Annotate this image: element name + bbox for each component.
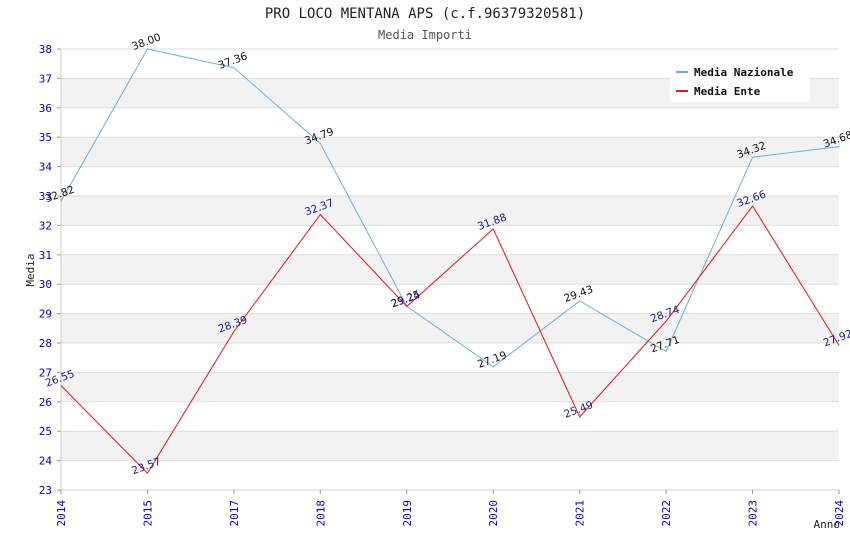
y-tick-label: 32 [39, 219, 52, 232]
grid-band [61, 431, 839, 461]
y-tick-label: 31 [39, 249, 52, 262]
y-tick-label: 37 [39, 72, 52, 85]
data-label: 27.19 [476, 349, 508, 371]
y-tick-label: 26 [39, 396, 52, 409]
legend-label: Media Ente [694, 85, 761, 98]
data-label: 25.49 [562, 399, 594, 421]
y-axis-label: Media [24, 253, 37, 286]
grid-band [61, 137, 839, 167]
grid-bands [61, 78, 839, 461]
chart-subtitle: Media Importi [378, 28, 472, 42]
x-tick-label: 2014 [55, 500, 68, 527]
data-label: 37.36 [217, 50, 250, 72]
y-tick-label: 38 [39, 43, 52, 56]
x-tick-label: 2018 [314, 500, 327, 527]
x-tick-label: 2015 [141, 500, 154, 527]
y-tick-label: 27 [39, 366, 52, 379]
y-tick-label: 24 [39, 455, 53, 468]
x-tick-label: 2023 [747, 500, 760, 527]
y-tick-labels: 23 24 25 26 27 28 29 30 31 32 33 34 35 36 37 38 [39, 43, 53, 497]
series-line-media-ente [60, 205, 840, 475]
series-line-media-nazionale [60, 48, 840, 368]
y-tick-label: 35 [39, 131, 52, 144]
y-tick-label: 23 [39, 484, 52, 497]
y-tick-label: 28 [39, 337, 52, 350]
x-axis-label: Anno [814, 518, 841, 531]
y-tick-label: 30 [39, 278, 52, 291]
y-tick-label: 34 [39, 161, 53, 174]
x-tick-label: 2020 [487, 500, 500, 527]
grid-band [61, 196, 839, 226]
legend: Media Nazionale Media Ente [670, 60, 810, 102]
legend-box [670, 60, 810, 102]
axes [60, 49, 839, 491]
y-tick-label: 29 [39, 308, 52, 321]
x-tick-label: 2017 [228, 500, 241, 527]
x-tick-label: 2019 [401, 500, 414, 527]
y-tick-label: 25 [39, 425, 52, 438]
x-tick-label: 2021 [574, 500, 587, 527]
grid-band [61, 372, 839, 402]
grid-band [61, 313, 839, 343]
legend-label: Media Nazionale [694, 66, 794, 79]
x-tick-label: 2022 [660, 500, 673, 527]
grid-band [61, 254, 839, 285]
series-lines [60, 48, 840, 475]
y-tick-label: 33 [39, 190, 52, 203]
x-tick-label: 2024 [833, 500, 846, 527]
x-tick-labels: 2014 2015 2017 2018 2019 2020 2021 2022 2023 2024 [55, 490, 846, 527]
chart-title: PRO LOCO MENTANA APS (c.f.96379320581) [264, 6, 586, 22]
y-tick-label: 36 [39, 102, 52, 115]
